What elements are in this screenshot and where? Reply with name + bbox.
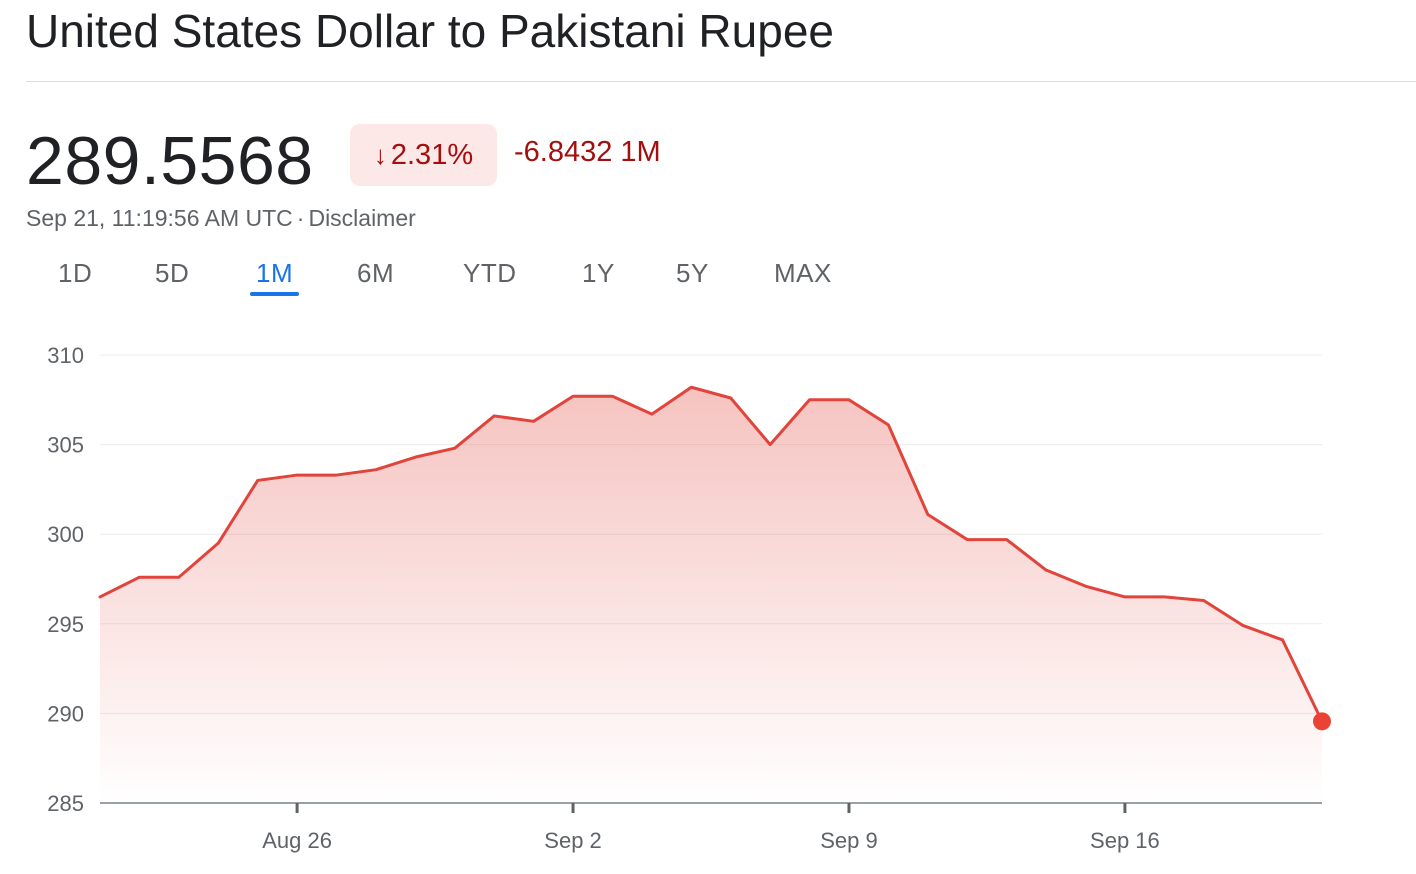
data-point [808, 398, 812, 402]
data-point [1005, 538, 1009, 542]
timestamp: Sep 21, 11:19:56 AM UTC [26, 205, 293, 231]
data-point [256, 478, 260, 482]
change-percent: 2.31% [390, 138, 474, 171]
price-chart[interactable]: 310 305 300 295 290 285 Aug 26 Sep 2 Sep 9 Sep 16 [0, 330, 1416, 874]
tab-ytd[interactable]: YTD [463, 258, 517, 289]
tab-5d[interactable]: 5D [155, 258, 189, 289]
data-point [650, 412, 654, 416]
tab-6m[interactable]: 6M [357, 258, 394, 289]
y-tick-label: 290 [47, 701, 84, 726]
data-point [295, 473, 299, 477]
timestamp-line: Sep 21, 11:19:56 AM UTC · Disclaimer [26, 205, 416, 232]
data-point [532, 419, 536, 423]
y-tick-label: 285 [47, 791, 84, 816]
x-tick-label: Aug 26 [262, 828, 332, 853]
price-line [98, 385, 1324, 723]
data-point [137, 575, 141, 579]
data-point [886, 423, 890, 427]
data-point [1241, 624, 1245, 628]
data-point [1123, 595, 1127, 599]
data-point [1044, 568, 1048, 572]
disclaimer-link[interactable]: Disclaimer [308, 205, 416, 231]
active-tab-indicator [250, 292, 300, 296]
data-point [729, 396, 733, 400]
data-point [492, 414, 496, 418]
y-tick-label: 300 [47, 522, 84, 547]
data-point [1162, 595, 1166, 599]
tab-max[interactable]: MAX [774, 258, 832, 289]
change-percent-badge: ↓ 2.31% [350, 124, 497, 186]
data-point [1083, 584, 1087, 588]
data-point [847, 398, 851, 402]
separator: · [296, 205, 305, 231]
tab-label: YTD [463, 258, 517, 288]
data-point [1281, 638, 1285, 642]
tab-label: 1M [256, 258, 294, 288]
page-title: United States Dollar to Pakistani Rupee [26, 5, 834, 57]
data-point [453, 446, 457, 450]
y-tick-label: 305 [47, 433, 84, 458]
header-divider [26, 81, 1416, 82]
data-point [177, 575, 181, 579]
data-point [571, 394, 575, 398]
change-value: -6.8432 1M [514, 136, 661, 168]
tab-1m[interactable]: 1M [250, 258, 300, 296]
tab-label: 6M [357, 258, 395, 288]
data-point [1202, 599, 1206, 603]
current-price-marker[interactable] [1313, 712, 1331, 731]
data-point [689, 385, 693, 389]
y-tick-label: 295 [47, 612, 84, 637]
data-point [216, 541, 220, 545]
current-price: 289.5568 [26, 123, 314, 199]
data-point [335, 473, 339, 477]
tab-5y[interactable]: 5Y [676, 258, 709, 289]
tab-label: 1Y [582, 258, 615, 288]
x-tick-label: Sep 16 [1090, 828, 1160, 853]
y-tick-label: 310 [47, 343, 84, 368]
data-point [98, 595, 102, 599]
tab-label: 5Y [676, 258, 709, 288]
tab-label: MAX [774, 258, 832, 288]
price-area [100, 387, 1322, 803]
range-tabs: 1D 5D 1M 6M YTD 1Y 5Y MAX [0, 258, 900, 302]
tab-1d[interactable]: 1D [58, 258, 92, 289]
tab-label: 1D [58, 258, 93, 288]
x-tick-label: Sep 9 [820, 828, 878, 853]
data-point [374, 468, 378, 472]
tab-label: 5D [155, 258, 190, 288]
data-point [965, 538, 969, 542]
data-point [413, 455, 417, 459]
data-point [926, 512, 930, 516]
arrow-down-icon: ↓ [373, 139, 387, 170]
data-point [610, 394, 614, 398]
x-tick-label: Sep 2 [544, 828, 602, 853]
tab-1y[interactable]: 1Y [582, 258, 615, 289]
data-point [768, 443, 772, 447]
